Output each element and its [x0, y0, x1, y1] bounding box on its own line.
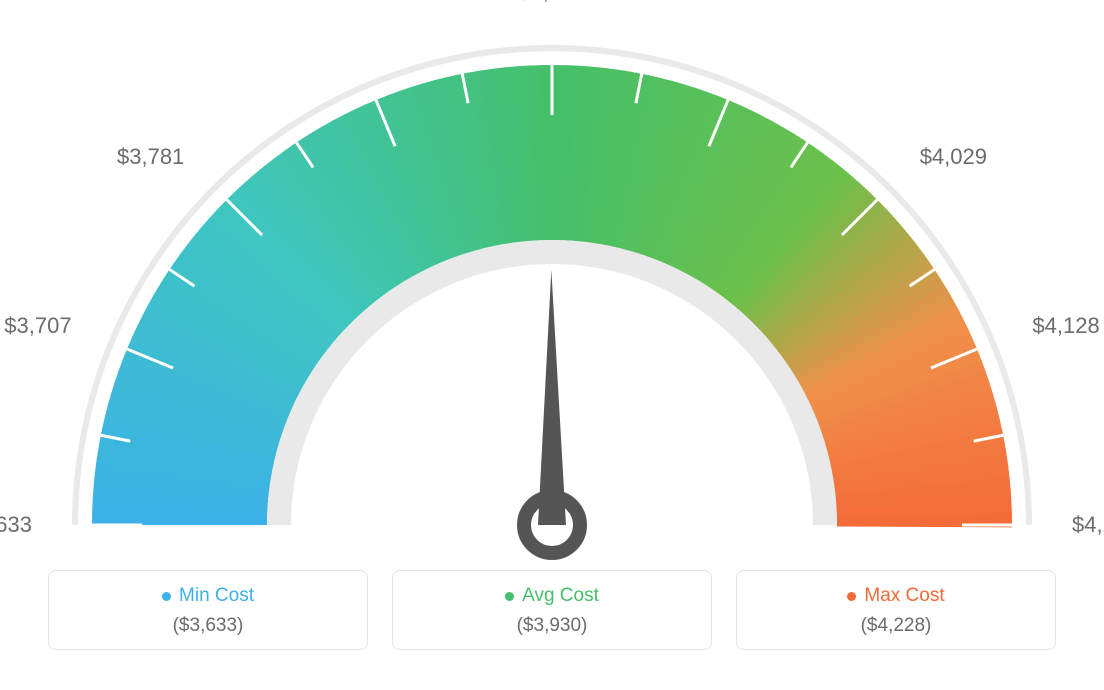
gauge-svg	[0, 0, 1104, 560]
gauge-tick-label: $3,633	[0, 512, 32, 538]
legend-dot-max	[847, 592, 856, 601]
legend-card-min: Min Cost ($3,633)	[48, 570, 368, 650]
gauge-tick-label: $3,930	[518, 0, 585, 5]
legend-label-max: Max Cost	[864, 585, 944, 607]
legend-row: Min Cost ($3,633) Avg Cost ($3,930) Max …	[0, 570, 1104, 650]
gauge-tick-label: $4,228	[1072, 512, 1104, 538]
legend-value-avg: ($3,930)	[403, 615, 701, 637]
legend-dot-min	[162, 592, 171, 601]
legend-dot-avg	[505, 592, 514, 601]
legend-value-min: ($3,633)	[59, 615, 357, 637]
gauge-tick-label: $4,128	[1032, 313, 1099, 339]
legend-card-avg: Avg Cost ($3,930)	[392, 570, 712, 650]
legend-title-avg: Avg Cost	[403, 585, 701, 607]
legend-title-min: Min Cost	[59, 585, 357, 607]
legend-value-max: ($4,228)	[747, 615, 1045, 637]
gauge-tick-label: $3,781	[117, 144, 184, 170]
legend-card-max: Max Cost ($4,228)	[736, 570, 1056, 650]
gauge-tick-label: $4,029	[920, 144, 987, 170]
legend-label-avg: Avg Cost	[522, 585, 599, 607]
legend-title-max: Max Cost	[747, 585, 1045, 607]
gauge-tick-label: $3,707	[4, 313, 71, 339]
gauge-chart: $3,633 $3,707 $3,781 $3,930 $4,029 $4,128 $4,2…	[0, 0, 1104, 560]
legend-label-min: Min Cost	[179, 585, 254, 607]
